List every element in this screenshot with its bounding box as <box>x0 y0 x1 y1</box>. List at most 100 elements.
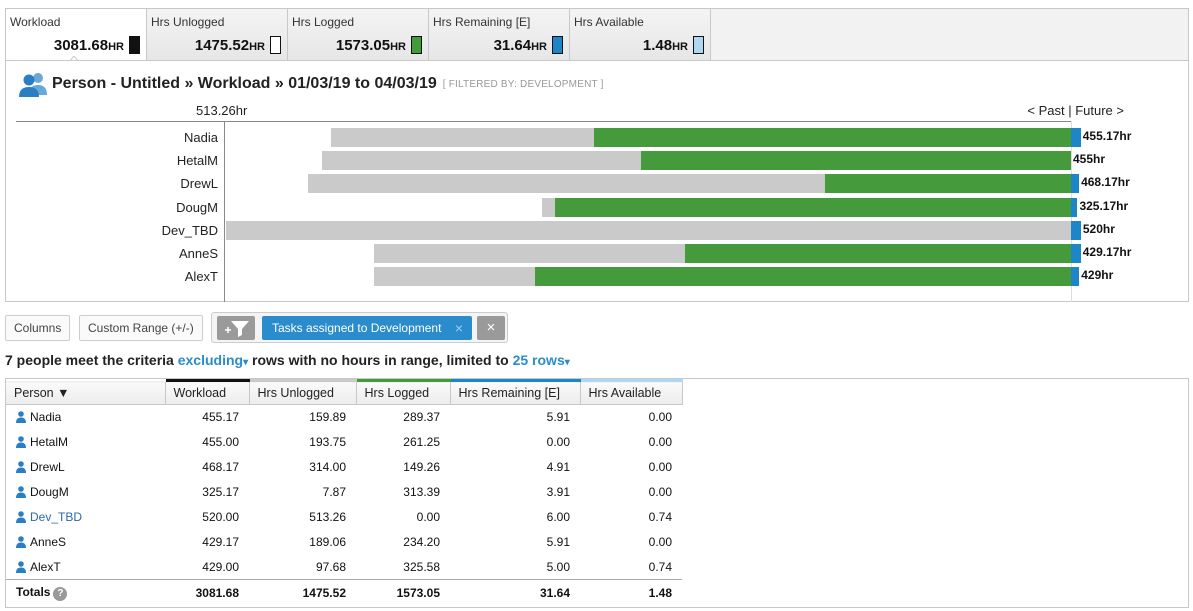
tab-hrs-unlogged[interactable]: Hrs Unlogged 1475.52HR <box>147 9 288 61</box>
clear-filters-button[interactable]: × <box>477 316 505 340</box>
table-row[interactable]: AnneS 429.17 189.06 234.20 5.91 0.00 <box>6 530 682 555</box>
result-summary: 7 people meet the criteria excluding▾ ro… <box>5 352 570 368</box>
bar-data-label: 429hr <box>1081 268 1114 283</box>
tab-value: 1573.05HR <box>335 37 406 54</box>
cell-person: DrewL <box>6 455 165 480</box>
col-hrs-unlogged[interactable]: Hrs Unlogged <box>249 379 357 405</box>
summary-tabs: Workload 3081.68HR Hrs Unlogged 1475.52H… <box>5 8 1189 63</box>
table-row[interactable]: Nadia 455.17 159.89 289.37 5.91 0.00 <box>6 405 682 430</box>
table-header-row: Person ▼ Workload Hrs Unlogged Hrs Logge… <box>6 379 683 405</box>
past-link[interactable]: < Past <box>1027 103 1065 118</box>
col-hrs-logged[interactable]: Hrs Logged <box>356 379 451 405</box>
bar-hrs-logged[interactable] <box>825 174 1071 194</box>
table-row[interactable]: DougM 325.17 7.87 313.39 3.91 0.00 <box>6 480 682 505</box>
bar-hrs-unlogged[interactable] <box>541 197 555 217</box>
table-row[interactable]: HetalM 455.00 193.75 261.25 0.00 0.00 <box>6 430 682 455</box>
bar-hrs-logged[interactable] <box>685 244 1071 263</box>
past-future-nav: < Past | Future > <box>1027 103 1124 118</box>
funnel-plus-icon <box>225 321 249 337</box>
cell-hrs-available: 0.00 <box>648 535 672 549</box>
cell-workload: 468.17 <box>202 460 239 474</box>
cell-hrs-available: 0.74 <box>648 510 672 524</box>
bar-hrs-remaining[interactable] <box>1071 220 1081 240</box>
cell-hrs-available: 0.74 <box>648 559 672 574</box>
cell-workload: 429.00 <box>202 559 239 574</box>
excluding-dropdown[interactable]: excluding▾ <box>177 352 249 368</box>
bar-hrs-unlogged[interactable] <box>373 244 686 263</box>
tab-workload[interactable]: Workload 3081.68HR <box>6 9 147 63</box>
col-hrs-available[interactable]: Hrs Available <box>580 379 683 405</box>
bar-hrs-unlogged[interactable] <box>225 220 1071 240</box>
total-hrs-logged: 1573.05 <box>356 579 450 607</box>
bar-hrs-remaining[interactable] <box>1071 128 1081 147</box>
chart-title: Person - Untitled » Workload » 01/03/19 … <box>52 75 437 92</box>
person-icon <box>16 560 26 573</box>
tab-hrs-remaining[interactable]: Hrs Remaining [E] 31.64HR <box>429 9 570 61</box>
bar-hrs-logged[interactable] <box>534 267 1071 287</box>
tab-hrs-available[interactable]: Hrs Available 1.48HR <box>570 9 711 61</box>
add-filter-button[interactable] <box>217 316 255 340</box>
filter-chip-label: Tasks assigned to Development <box>272 321 442 335</box>
bar-hrs-unlogged[interactable] <box>308 174 826 194</box>
cell-hrs-remaining: 5.91 <box>546 535 570 549</box>
cell-hrs-logged: 149.26 <box>403 460 440 474</box>
table-row[interactable]: AlexT 429.00 97.68 325.58 5.00 0.74 <box>6 555 682 580</box>
bar-data-label: 325.17hr <box>1079 198 1129 213</box>
cell-person: AnneS <box>6 530 165 555</box>
bar-data-label: 429.17hr <box>1082 245 1132 259</box>
totals-row: Totals? 3081.68 1475.52 1573.05 31.64 1.48 <box>6 579 682 607</box>
cell-hrs-available: 0.00 <box>648 460 672 474</box>
person-icon <box>16 486 26 498</box>
cell-hrs-logged: 234.20 <box>403 535 440 549</box>
future-link[interactable]: Future > <box>1075 103 1124 118</box>
cell-person[interactable]: Dev_TBD <box>6 505 165 530</box>
cell-workload: 520.00 <box>202 510 239 524</box>
custom-range-button[interactable]: Custom Range (+/-) <box>79 315 203 341</box>
tab-label: Workload <box>10 15 61 29</box>
cell-hrs-logged: 325.58 <box>403 559 440 574</box>
bar-hrs-logged[interactable] <box>594 128 1071 147</box>
cell-hrs-remaining: 4.91 <box>546 460 570 474</box>
cell-person: AlexT <box>6 555 165 580</box>
tab-label: Hrs Unlogged <box>151 15 225 29</box>
tab-hrs-logged[interactable]: Hrs Logged 1573.05HR <box>288 9 429 61</box>
bar-hrs-remaining[interactable] <box>1071 174 1080 194</box>
cell-workload: 325.17 <box>202 485 239 499</box>
cell-hrs-unlogged: 159.89 <box>309 410 346 425</box>
table-row[interactable]: DrewL 468.17 314.00 149.26 4.91 0.00 <box>6 455 682 480</box>
person-icon <box>16 436 26 448</box>
bar-hrs-unlogged[interactable] <box>321 151 641 171</box>
cell-totals-label: Totals? <box>6 579 165 607</box>
chart-row-label: AlexT <box>184 269 218 285</box>
bar-hrs-unlogged[interactable] <box>373 267 535 287</box>
person-icon <box>16 536 26 548</box>
filter-chip-remove-icon[interactable]: × <box>454 320 463 336</box>
cell-person: HetalM <box>6 430 165 455</box>
bar-hrs-remaining[interactable] <box>1071 197 1078 217</box>
chart-row-label: DougM <box>176 199 218 215</box>
help-icon[interactable]: ? <box>53 587 68 602</box>
summary-text: rows with no hours in range, limited to <box>252 352 509 368</box>
table-row[interactable]: Dev_TBD 520.00 513.26 0.00 6.00 0.74 <box>6 505 682 530</box>
row-limit-dropdown[interactable]: 25 rows▾ <box>512 352 570 368</box>
bar-hrs-logged[interactable] <box>554 197 1071 217</box>
col-person[interactable]: Person ▼ <box>6 380 166 405</box>
filter-chip[interactable]: Tasks assigned to Development × <box>262 316 472 340</box>
cell-hrs-available: 0.00 <box>648 485 672 499</box>
col-workload[interactable]: Workload <box>165 379 250 405</box>
cell-hrs-unlogged: 193.75 <box>309 435 346 449</box>
columns-button[interactable]: Columns <box>5 315 71 341</box>
cell-hrs-available: 0.00 <box>648 435 672 449</box>
person-icon <box>16 411 26 424</box>
cell-hrs-unlogged: 513.26 <box>309 510 346 524</box>
bar-data-label: 468.17hr <box>1081 175 1130 190</box>
bar-hrs-remaining[interactable] <box>1071 267 1080 287</box>
chart-row-label: Nadia <box>184 130 218 145</box>
cell-hrs-unlogged: 189.06 <box>309 535 346 549</box>
col-hrs-remaining[interactable]: Hrs Remaining [E] <box>450 379 581 405</box>
bar-hrs-remaining[interactable] <box>1071 244 1081 263</box>
bar-hrs-unlogged[interactable] <box>331 128 595 147</box>
bar-hrs-logged[interactable] <box>640 151 1071 171</box>
tab-value: 31.64HR <box>493 37 547 54</box>
chart-title-row: Person - Untitled » Workload » 01/03/19 … <box>18 71 604 97</box>
